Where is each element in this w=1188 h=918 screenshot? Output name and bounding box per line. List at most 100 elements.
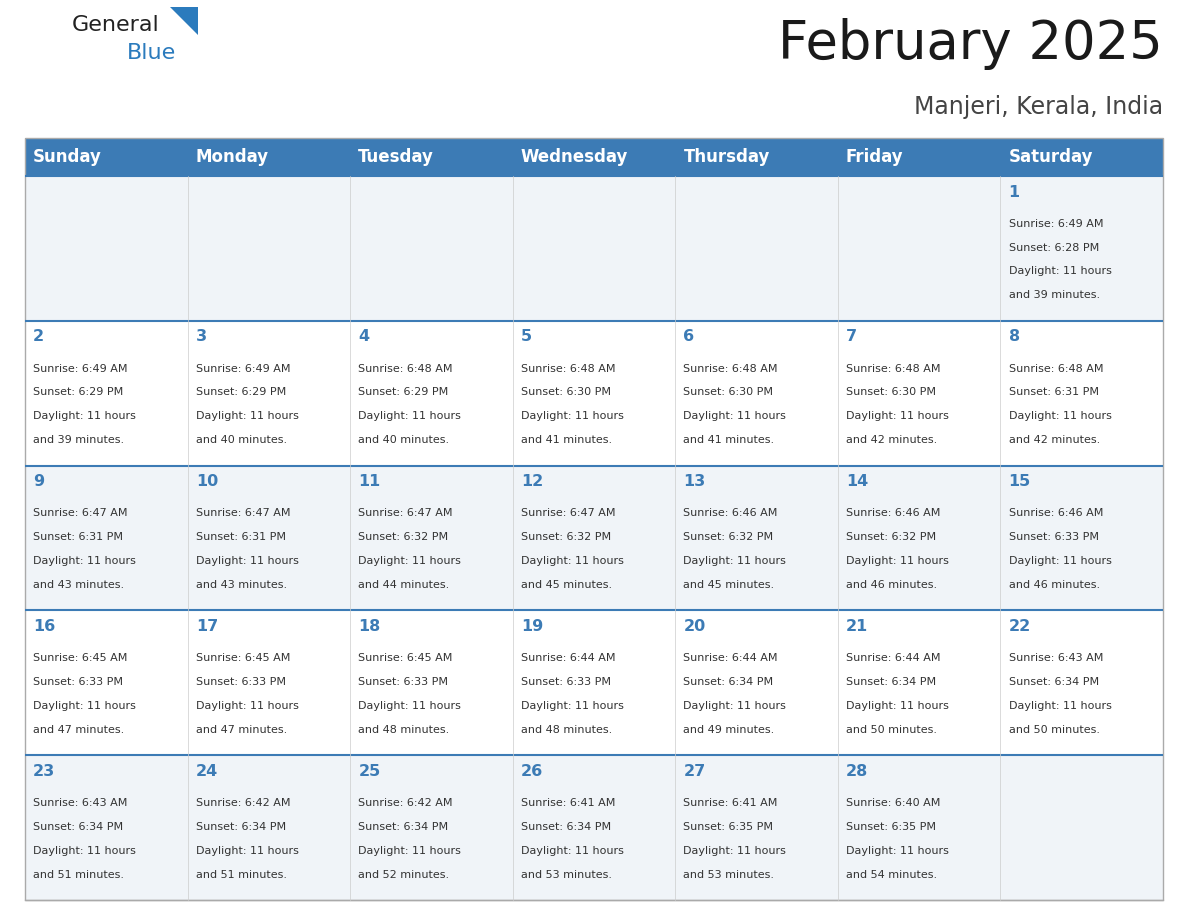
Text: Sunset: 6:33 PM: Sunset: 6:33 PM — [1009, 532, 1099, 543]
Text: Sunset: 6:34 PM: Sunset: 6:34 PM — [196, 822, 286, 832]
Text: Sunrise: 6:48 AM: Sunrise: 6:48 AM — [1009, 364, 1102, 374]
Text: Daylight: 11 hours: Daylight: 11 hours — [520, 701, 624, 711]
Text: Daylight: 11 hours: Daylight: 11 hours — [683, 845, 786, 856]
Text: and 47 minutes.: and 47 minutes. — [196, 725, 287, 734]
Text: Sunday: Sunday — [33, 148, 102, 166]
Text: and 51 minutes.: and 51 minutes. — [33, 869, 124, 879]
Text: Sunrise: 6:46 AM: Sunrise: 6:46 AM — [1009, 509, 1102, 519]
Text: Sunset: 6:30 PM: Sunset: 6:30 PM — [846, 387, 936, 397]
Text: Daylight: 11 hours: Daylight: 11 hours — [1009, 266, 1112, 276]
Text: Saturday: Saturday — [1009, 148, 1093, 166]
Text: Sunrise: 6:42 AM: Sunrise: 6:42 AM — [359, 798, 453, 808]
Text: Sunrise: 6:48 AM: Sunrise: 6:48 AM — [683, 364, 778, 374]
Text: Sunrise: 6:43 AM: Sunrise: 6:43 AM — [33, 798, 127, 808]
Text: 22: 22 — [1009, 619, 1031, 634]
Text: 11: 11 — [359, 475, 380, 489]
Text: and 41 minutes.: and 41 minutes. — [683, 435, 775, 445]
Text: Sunrise: 6:47 AM: Sunrise: 6:47 AM — [520, 509, 615, 519]
Text: 28: 28 — [846, 764, 868, 778]
Text: Sunrise: 6:44 AM: Sunrise: 6:44 AM — [520, 653, 615, 663]
Text: Sunset: 6:35 PM: Sunset: 6:35 PM — [683, 822, 773, 832]
Text: Sunrise: 6:48 AM: Sunrise: 6:48 AM — [359, 364, 453, 374]
Text: and 48 minutes.: and 48 minutes. — [520, 725, 612, 734]
Text: 13: 13 — [683, 475, 706, 489]
Text: Daylight: 11 hours: Daylight: 11 hours — [359, 701, 461, 711]
Text: Daylight: 11 hours: Daylight: 11 hours — [1009, 701, 1112, 711]
Text: Sunset: 6:34 PM: Sunset: 6:34 PM — [359, 822, 448, 832]
Text: Sunrise: 6:45 AM: Sunrise: 6:45 AM — [196, 653, 290, 663]
Text: 3: 3 — [196, 330, 207, 344]
Text: Tuesday: Tuesday — [359, 148, 434, 166]
Text: Sunset: 6:33 PM: Sunset: 6:33 PM — [359, 677, 448, 687]
Text: 7: 7 — [846, 330, 857, 344]
Text: and 50 minutes.: and 50 minutes. — [1009, 725, 1100, 734]
Text: and 53 minutes.: and 53 minutes. — [520, 869, 612, 879]
Text: and 46 minutes.: and 46 minutes. — [846, 580, 937, 590]
Text: Sunset: 6:29 PM: Sunset: 6:29 PM — [33, 387, 124, 397]
Text: 18: 18 — [359, 619, 380, 634]
Text: Daylight: 11 hours: Daylight: 11 hours — [1009, 556, 1112, 566]
Text: Sunset: 6:29 PM: Sunset: 6:29 PM — [359, 387, 449, 397]
Text: Sunset: 6:29 PM: Sunset: 6:29 PM — [196, 387, 286, 397]
Text: and 49 minutes.: and 49 minutes. — [683, 725, 775, 734]
Text: Sunset: 6:32 PM: Sunset: 6:32 PM — [683, 532, 773, 543]
Text: 24: 24 — [196, 764, 217, 778]
Text: 27: 27 — [683, 764, 706, 778]
Text: Sunrise: 6:41 AM: Sunrise: 6:41 AM — [683, 798, 778, 808]
Text: Sunrise: 6:47 AM: Sunrise: 6:47 AM — [196, 509, 290, 519]
Text: Sunset: 6:31 PM: Sunset: 6:31 PM — [1009, 387, 1099, 397]
Text: and 43 minutes.: and 43 minutes. — [196, 580, 286, 590]
Text: Sunset: 6:30 PM: Sunset: 6:30 PM — [683, 387, 773, 397]
Text: and 45 minutes.: and 45 minutes. — [520, 580, 612, 590]
Text: 21: 21 — [846, 619, 868, 634]
FancyBboxPatch shape — [25, 176, 1163, 320]
Text: 10: 10 — [196, 475, 217, 489]
Text: Daylight: 11 hours: Daylight: 11 hours — [1009, 411, 1112, 421]
Text: Sunset: 6:33 PM: Sunset: 6:33 PM — [33, 677, 124, 687]
Text: 20: 20 — [683, 619, 706, 634]
Text: 16: 16 — [33, 619, 56, 634]
Text: Daylight: 11 hours: Daylight: 11 hours — [520, 556, 624, 566]
Text: and 50 minutes.: and 50 minutes. — [846, 725, 937, 734]
Text: and 42 minutes.: and 42 minutes. — [846, 435, 937, 445]
Text: and 47 minutes.: and 47 minutes. — [33, 725, 125, 734]
Text: Daylight: 11 hours: Daylight: 11 hours — [846, 556, 949, 566]
Text: 17: 17 — [196, 619, 217, 634]
Text: Daylight: 11 hours: Daylight: 11 hours — [196, 411, 298, 421]
Text: and 53 minutes.: and 53 minutes. — [683, 869, 775, 879]
Text: 19: 19 — [520, 619, 543, 634]
Text: Daylight: 11 hours: Daylight: 11 hours — [196, 556, 298, 566]
Text: General: General — [72, 15, 159, 35]
FancyBboxPatch shape — [25, 465, 1163, 610]
Text: and 40 minutes.: and 40 minutes. — [359, 435, 449, 445]
Text: Sunset: 6:32 PM: Sunset: 6:32 PM — [359, 532, 448, 543]
Text: Monday: Monday — [196, 148, 268, 166]
Text: Daylight: 11 hours: Daylight: 11 hours — [846, 701, 949, 711]
Text: Daylight: 11 hours: Daylight: 11 hours — [196, 845, 298, 856]
FancyBboxPatch shape — [25, 610, 1163, 756]
Text: Sunrise: 6:49 AM: Sunrise: 6:49 AM — [196, 364, 290, 374]
Text: Wednesday: Wednesday — [520, 148, 628, 166]
Text: Sunrise: 6:49 AM: Sunrise: 6:49 AM — [33, 364, 127, 374]
Text: 2: 2 — [33, 330, 44, 344]
Text: Sunrise: 6:45 AM: Sunrise: 6:45 AM — [359, 653, 453, 663]
Text: and 39 minutes.: and 39 minutes. — [33, 435, 125, 445]
Text: and 46 minutes.: and 46 minutes. — [1009, 580, 1100, 590]
Text: Sunset: 6:31 PM: Sunset: 6:31 PM — [196, 532, 285, 543]
Text: 4: 4 — [359, 330, 369, 344]
Text: Sunrise: 6:44 AM: Sunrise: 6:44 AM — [683, 653, 778, 663]
Text: Daylight: 11 hours: Daylight: 11 hours — [33, 701, 135, 711]
Text: and 42 minutes.: and 42 minutes. — [1009, 435, 1100, 445]
Polygon shape — [170, 7, 198, 35]
Text: February 2025: February 2025 — [778, 18, 1163, 70]
Text: Sunset: 6:34 PM: Sunset: 6:34 PM — [520, 822, 611, 832]
Text: and 45 minutes.: and 45 minutes. — [683, 580, 775, 590]
Text: Sunset: 6:33 PM: Sunset: 6:33 PM — [196, 677, 285, 687]
Text: and 43 minutes.: and 43 minutes. — [33, 580, 125, 590]
Text: and 44 minutes.: and 44 minutes. — [359, 580, 449, 590]
Text: Sunset: 6:31 PM: Sunset: 6:31 PM — [33, 532, 124, 543]
Text: Daylight: 11 hours: Daylight: 11 hours — [846, 411, 949, 421]
Text: Daylight: 11 hours: Daylight: 11 hours — [520, 411, 624, 421]
Text: and 48 minutes.: and 48 minutes. — [359, 725, 449, 734]
FancyBboxPatch shape — [25, 756, 1163, 900]
